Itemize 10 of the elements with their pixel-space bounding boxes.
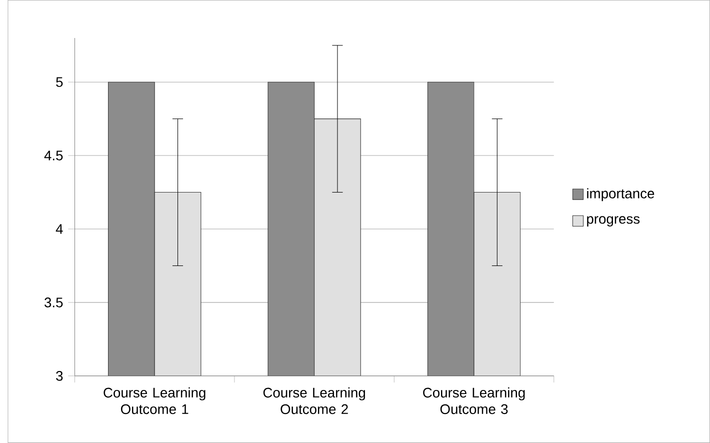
y-tick-label: 4.5 [44,150,63,160]
x-tick-label: Course Learning Outcome 1 [104,387,206,414]
x-tick-label: Course Learning Outcome 3 [423,387,525,414]
y-tick-label: 5 [56,77,63,87]
legend-label: importance [587,188,654,202]
x-tick-label: Course Learning Outcome 2 [263,387,365,414]
legend-label: progress [587,216,640,227]
y-tick-label: 3.5 [44,298,63,308]
y-tick-label: 3 [56,371,63,381]
y-tick-label: 4 [56,224,63,234]
